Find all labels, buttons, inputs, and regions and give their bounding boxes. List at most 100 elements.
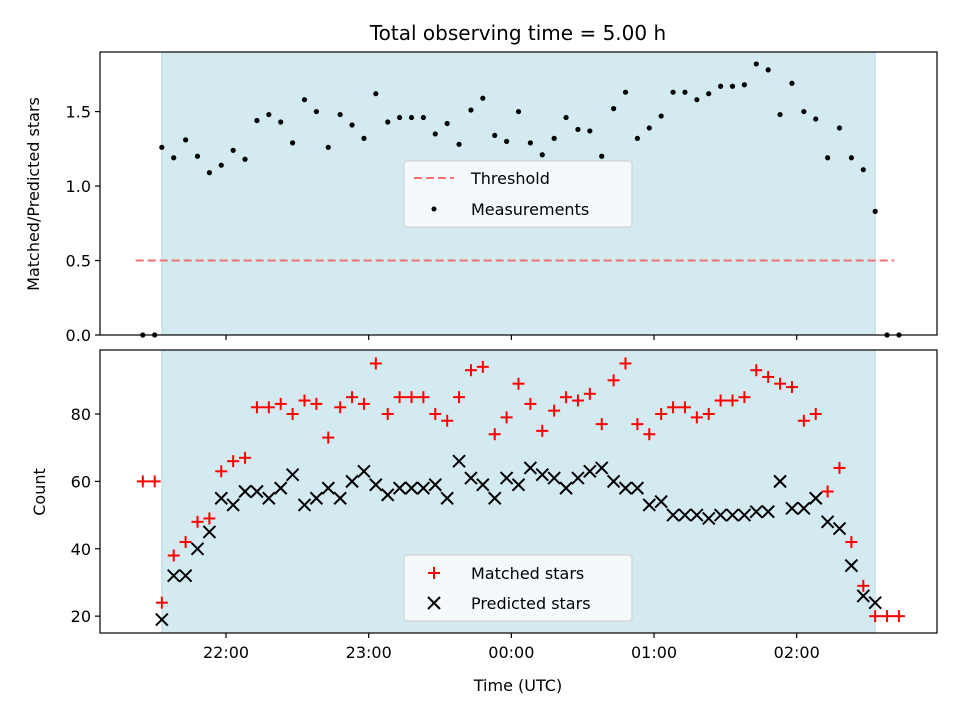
matched-star-point: [892, 610, 905, 623]
measurement-point: [408, 114, 415, 121]
predicted-star-point: [606, 474, 621, 489]
measurement-point: [801, 108, 807, 115]
measurement-point: [611, 106, 617, 112]
measurement-point: [789, 80, 795, 86]
matched-star-point: [476, 360, 489, 373]
predicted-star-point: [535, 467, 549, 482]
measurement-point: [230, 147, 236, 153]
threshold-legend-label: Threshold: [470, 169, 550, 188]
matched-star-point: [869, 610, 882, 623]
predicted-star-point: [381, 488, 395, 502]
predicted-star-point: [713, 508, 728, 522]
measurement-point: [848, 155, 854, 161]
matched-star-point: [155, 596, 168, 609]
predicted-star-point: [618, 481, 633, 495]
matched-star-point: [690, 411, 703, 424]
measurement-point: [504, 138, 510, 144]
top-y-axis: 0.0 0.5 1.0 1.5: [66, 103, 100, 345]
matched-star-point: [369, 357, 382, 370]
predicted-star-point: [464, 471, 478, 485]
measurement-point: [242, 156, 248, 162]
matched-star-point: [857, 579, 870, 592]
predicted-star-point: [226, 498, 240, 512]
measurement-point: [480, 95, 486, 101]
measurement-point: [385, 119, 391, 125]
measurement-point: [456, 141, 462, 147]
predicted-star-point: [785, 501, 799, 516]
matched-star-point: [393, 391, 406, 404]
measurement-point: [397, 114, 403, 121]
measurement-point: [254, 117, 260, 124]
bottom-plot-marks: [136, 357, 905, 627]
measurement-point: [718, 83, 724, 89]
predicted-star-point: [488, 491, 502, 505]
measurements-legend-marker: [431, 206, 437, 212]
measurement-point: [694, 97, 700, 103]
top-y-tick-label: 0.5: [66, 252, 91, 271]
matched-star-point: [643, 428, 656, 441]
matched-star-point: [821, 485, 834, 498]
measurement-point: [325, 144, 331, 150]
measurement-point: [218, 162, 224, 168]
matched-star-point: [809, 408, 822, 421]
predicted-star-point: [190, 542, 205, 556]
measurement-point: [825, 155, 831, 161]
predicted-star-point: [404, 481, 419, 495]
bottom-y-tick-label: 40: [71, 540, 91, 559]
bottom-legend: Matched stars Predicted stars: [403, 554, 633, 622]
bottom-y-tick-label: 80: [71, 405, 91, 424]
top-y-tick-label: 1.5: [66, 103, 91, 122]
matched-star-point: [488, 428, 501, 441]
predicted-star-point: [321, 481, 335, 495]
measurement-point: [301, 97, 308, 103]
matched-star-point: [262, 401, 275, 414]
matched-star-point: [714, 394, 727, 407]
matched-star-point: [750, 364, 763, 377]
predicted-star-point: [856, 589, 870, 603]
matched-star-point: [322, 431, 335, 444]
bottom-x-tick-label: 22:00: [203, 643, 249, 662]
bottom-plot-frame: [99, 349, 938, 634]
measurement-point: [266, 111, 272, 118]
top-x-axis: [225, 335, 798, 340]
predicted-star-point: [452, 454, 466, 468]
matched-star-point: [583, 387, 596, 400]
matched-star-point: [405, 391, 418, 404]
matched-star-point: [560, 391, 573, 404]
matched-legend-marker: [428, 567, 440, 579]
measurement-point: [515, 108, 522, 115]
measurement-point: [587, 128, 593, 134]
matched-star-point: [500, 411, 513, 424]
predicted-star-point: [583, 464, 597, 478]
top-plot-marks: [135, 61, 902, 338]
measurement-point: [159, 144, 165, 150]
matched-star-point: [346, 391, 359, 404]
measurement-point: [860, 167, 866, 173]
matched-star-point: [667, 401, 680, 414]
top-y-tick-label: 1.0: [66, 177, 91, 196]
bottom-x-tick-label: 01:00: [631, 643, 677, 662]
top-plot-frame: [99, 51, 938, 336]
matched-star-point: [381, 408, 394, 421]
matched-star-point: [774, 377, 787, 390]
predicted-star-point: [428, 478, 442, 492]
matched-star-point: [441, 414, 454, 427]
matched-star-point: [881, 610, 894, 623]
measurement-point: [313, 108, 319, 115]
measurement-point: [373, 91, 379, 97]
matched-star-point: [512, 377, 525, 390]
matched-star-point: [797, 414, 810, 427]
predicted-star-point: [476, 478, 490, 492]
matched-star-point: [464, 364, 477, 377]
measurement-point: [658, 113, 664, 119]
matched-star-point: [655, 408, 668, 421]
predicted-star-point: [666, 508, 680, 522]
bottom-x-tick-label: 23:00: [346, 643, 392, 662]
measurement-point: [670, 89, 676, 95]
predicted-star-point: [725, 508, 740, 522]
predicted-star-point: [440, 491, 454, 505]
measurement-point: [682, 89, 688, 95]
measurement-point: [278, 119, 284, 125]
predicted-legend-marker: [427, 596, 441, 610]
matched-star-point: [738, 391, 751, 404]
